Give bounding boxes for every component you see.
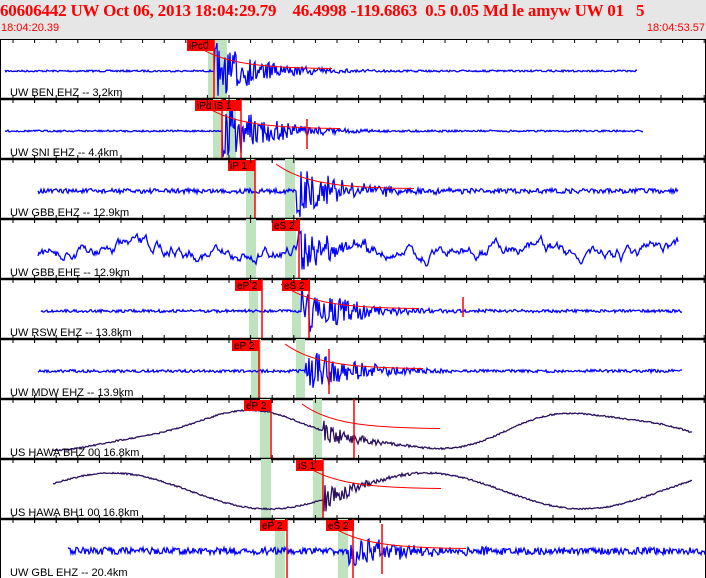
coda-curve — [275, 163, 415, 190]
pick-window — [260, 399, 270, 459]
channel-label: UW GBL EHZ -- 20.4km — [10, 567, 128, 578]
pick-window — [285, 219, 296, 279]
channel-label: UW GBB EHZ -- 12.9km — [10, 207, 129, 219]
pick-window — [338, 519, 348, 578]
pick-label[interactable]: iS 1 — [298, 461, 316, 472]
channel-row[interactable]: iP 1 UW GBB EHZ -- 12.9km — [0, 159, 706, 223]
pick-label[interactable]: eP 2 — [237, 281, 258, 292]
end-time: 18:04:53.57 — [646, 22, 705, 34]
pick-label[interactable]: eP 2 — [234, 341, 255, 352]
waveform-trace — [37, 171, 679, 217]
channel-row[interactable]: iPc0 UW BEN EHZ -- 3.2km — [0, 39, 706, 103]
pick-window — [285, 159, 295, 219]
channel-row[interactable]: eP 2 eS 2 UW GBL EHZ -- 20.4km — [10, 519, 706, 578]
coda-curve — [301, 403, 441, 430]
channel-label: US HAWA BH1 00 16.8km — [10, 507, 139, 519]
waveform-trace — [4, 105, 644, 158]
seismogram-panel[interactable]: iPc0 UW BEN EHZ -- 3.2km iPd iS 1 UW SNI EH… — [0, 39, 706, 578]
pick-window — [313, 459, 323, 519]
event-title: 60606442 UW Oct 06, 2013 18:04:29.79 46.… — [0, 1, 645, 20]
pick-label-box[interactable] — [260, 520, 287, 531]
channel-row[interactable]: eP 2 eS 2 UW RSW EHZ -- 13.8km — [0, 279, 706, 343]
channel-label: UW SNI EHZ -- 4.4km — [10, 147, 118, 159]
coda-curve — [280, 283, 420, 310]
waveform-trace — [40, 285, 683, 332]
channel-label: UW RSW EHZ -- 13.8km — [10, 327, 132, 339]
pick-label-box[interactable] — [326, 520, 354, 531]
pick-label-box[interactable] — [244, 400, 271, 411]
waveform-trace — [37, 352, 683, 388]
pick-label-box[interactable] — [282, 280, 310, 291]
pick-label-box[interactable] — [228, 160, 255, 171]
channel-label: UW MDW EHZ -- 13.9km — [10, 387, 133, 399]
pick-label-box[interactable] — [296, 460, 323, 471]
start-time: 18:04:20.39 — [1, 22, 60, 34]
pick-label[interactable]: iP 1 — [230, 161, 247, 172]
pick-window — [246, 219, 256, 279]
pick-label[interactable]: eS 2 — [328, 521, 349, 532]
coda-curve — [193, 43, 333, 70]
channel-label: UW GBB EHE -- 12.9km — [10, 267, 130, 279]
pick-label[interactable]: eS 2 — [284, 281, 305, 292]
coda-curve — [327, 523, 467, 550]
channel-row[interactable]: eP 2 US HAWA BHZ 00 16.8km — [0, 399, 706, 463]
coda-curve — [201, 103, 341, 130]
pick-window — [261, 459, 271, 519]
pick-window — [292, 279, 301, 339]
pick-window — [275, 519, 285, 578]
pick-label[interactable]: eP 2 — [246, 401, 267, 412]
pick-label-box[interactable] — [232, 340, 259, 351]
waveform-trace — [67, 537, 706, 568]
waveform-trace — [37, 228, 679, 270]
pick-window — [213, 99, 222, 159]
pick-window — [226, 99, 236, 159]
pick-window — [251, 339, 261, 399]
waveform-trace — [4, 42, 638, 96]
pick-label-box[interactable] — [235, 280, 262, 291]
pick-window — [249, 279, 258, 339]
channel-label: US HAWA BHZ 00 16.8km — [10, 447, 139, 459]
channel-row[interactable]: eP 2 UW MDW EHZ -- 13.9km — [0, 339, 706, 403]
coda-curve — [302, 463, 442, 490]
waveform-trace — [52, 408, 693, 452]
pick-label-box[interactable] — [195, 100, 241, 111]
waveform-trace — [52, 471, 693, 512]
channel-row[interactable]: eS 2 UW GBB EHE -- 12.9km — [0, 219, 706, 283]
pick-label[interactable]: eS 2 — [274, 221, 295, 232]
pick-label[interactable]: iPd iS 1 — [197, 101, 232, 112]
coda-curve — [284, 343, 424, 370]
pick-label-box[interactable] — [187, 40, 214, 51]
event-header: 60606442 UW Oct 06, 2013 18:04:29.79 46.… — [0, 0, 706, 39]
pick-window — [296, 339, 305, 399]
channel-row[interactable]: iS 1 US HAWA BH1 00 16.8km — [0, 459, 706, 523]
channel-row[interactable]: iPd iS 1 UW SNI EHZ -- 4.4km — [0, 99, 706, 163]
pick-label[interactable]: iPc0 — [189, 41, 209, 52]
pick-label-box[interactable] — [272, 220, 300, 231]
channel-label: UW BEN EHZ -- 3.2km — [10, 87, 122, 99]
pick-label[interactable]: eP 2 — [262, 521, 283, 532]
